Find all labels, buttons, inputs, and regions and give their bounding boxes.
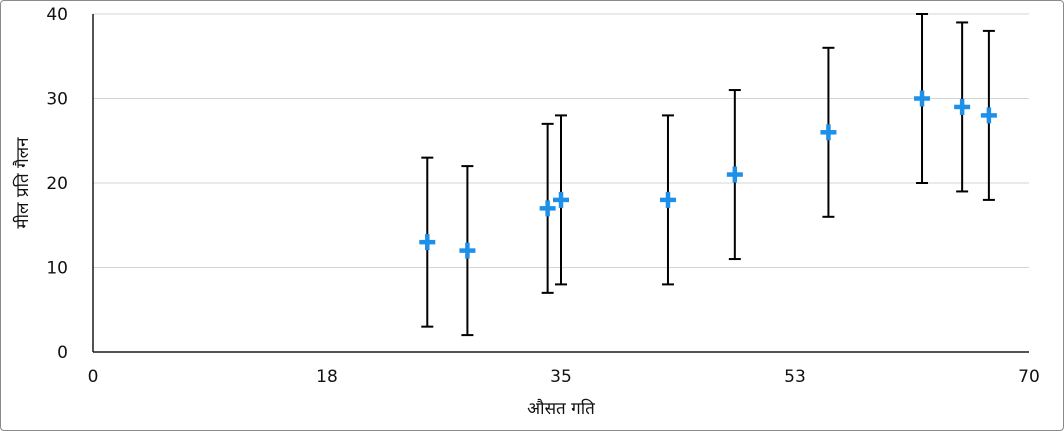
plus-marker-vertical — [425, 234, 430, 251]
plus-marker-vertical — [732, 166, 738, 183]
x-tick-label: 70 — [1018, 367, 1040, 387]
data-point — [659, 191, 676, 208]
tick-labels: 0 10 20 30 40 0 18 35 53 70 — [46, 5, 1039, 387]
plus-marker-vertical — [465, 242, 470, 259]
data-point — [820, 124, 837, 141]
data-point — [459, 242, 476, 259]
data-point — [980, 107, 997, 124]
error-bars — [421, 13, 995, 337]
y-tick-label: 0 — [57, 343, 68, 363]
x-tick-label: 35 — [550, 367, 572, 387]
y-tick-label: 20 — [46, 174, 68, 194]
data-point — [419, 234, 436, 251]
data-points — [419, 90, 997, 259]
axes — [92, 14, 1029, 353]
y-tick-label: 10 — [46, 259, 68, 279]
data-point — [726, 166, 743, 183]
y-tick-label: 40 — [46, 5, 68, 25]
data-point — [914, 90, 931, 107]
plus-marker-vertical — [959, 98, 965, 115]
x-tick-label: 0 — [88, 367, 99, 387]
plus-marker-vertical — [826, 124, 831, 141]
plus-marker-vertical — [545, 200, 550, 217]
plus-marker-vertical — [558, 191, 564, 208]
plus-marker-vertical — [986, 107, 992, 124]
x-axis-title: औसत गति — [527, 398, 595, 419]
data-point — [954, 98, 971, 115]
y-axis-title: मील प्रति गैलन — [12, 137, 33, 229]
x-tick-label: 18 — [316, 367, 338, 387]
plus-marker-vertical — [665, 191, 671, 208]
data-point — [553, 191, 569, 208]
y-tick-label: 30 — [46, 90, 68, 110]
x-tick-label: 53 — [784, 367, 806, 387]
data-point — [539, 200, 556, 217]
plus-marker-vertical — [919, 90, 925, 107]
